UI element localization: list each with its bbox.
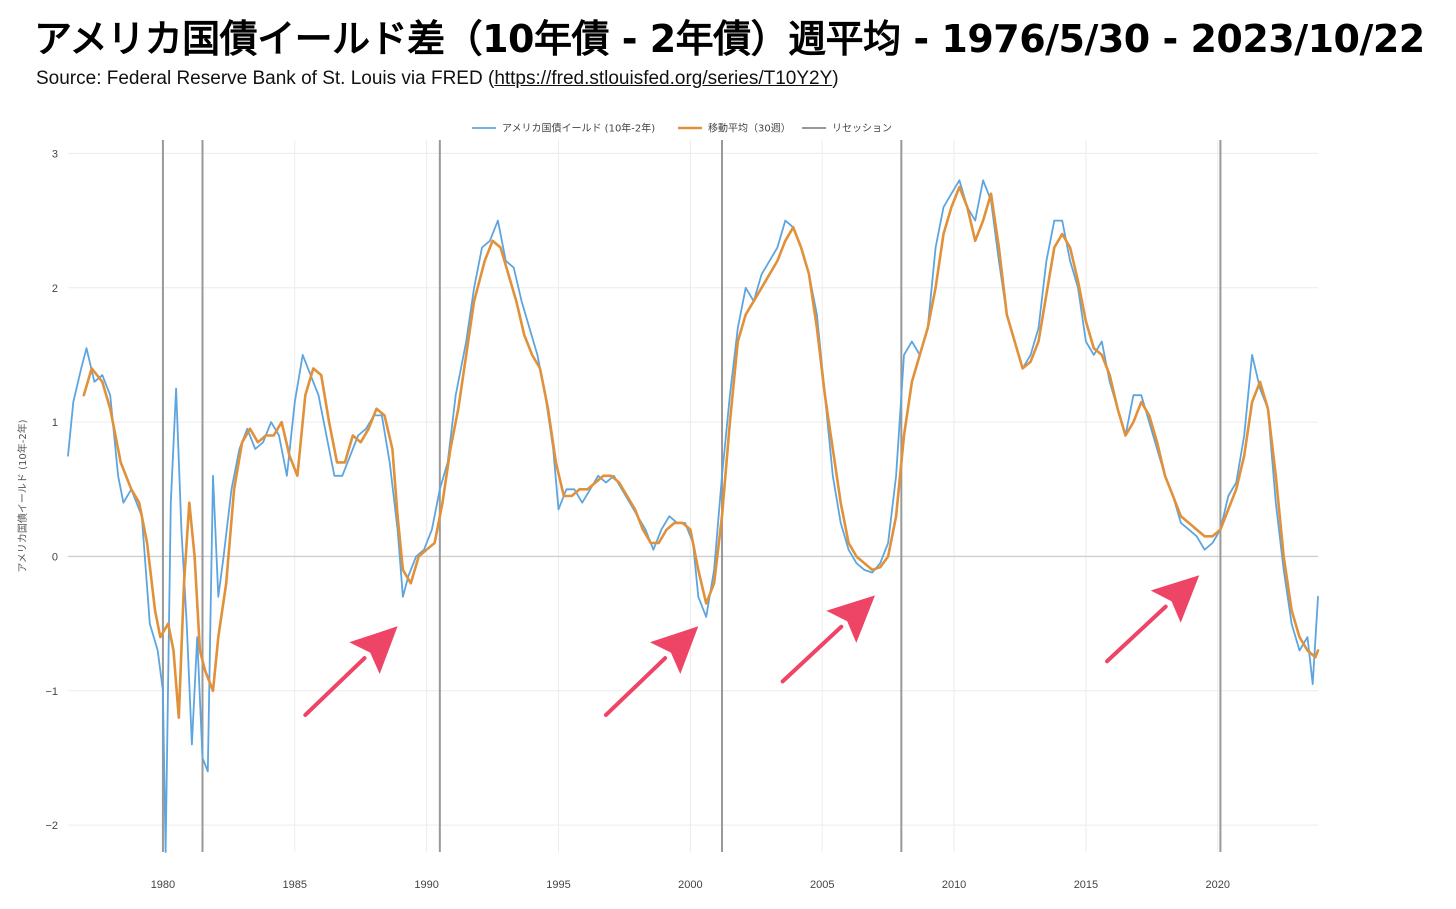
annotation-layer: [303, 575, 1200, 717]
y-tick-label: 3: [52, 148, 58, 160]
arrow-head: [1150, 575, 1200, 623]
legend-label: 移動平均（30週）: [708, 122, 791, 135]
y-tick-label: −1: [45, 686, 58, 698]
x-tick-label: 1990: [414, 879, 438, 891]
legend-label: リセッション: [832, 123, 892, 135]
highlight-arrow: [1105, 575, 1200, 664]
arrow-shaft: [303, 656, 367, 717]
arrow-shaft: [603, 656, 668, 717]
x-tick-label: 2020: [1206, 879, 1230, 891]
yield-spread-line: [67, 179, 1319, 853]
highlight-arrow: [303, 626, 398, 717]
x-tick-label: 1980: [151, 879, 175, 891]
grid-layer: [68, 140, 1318, 852]
x-tick-label: 1985: [283, 879, 307, 891]
x-tick-label: 2010: [942, 879, 966, 891]
legend-item: 移動平均（30週）: [678, 122, 791, 135]
x-tick-label: 2005: [810, 879, 834, 891]
arrow-shaft: [780, 624, 844, 684]
x-tick-label: 2000: [678, 879, 702, 891]
x-tick-label: 2015: [1074, 879, 1098, 891]
arrow-shaft: [1105, 604, 1168, 664]
source-prefix: Source: Federal Reserve Bank of St. Loui…: [36, 68, 495, 89]
y-tick-label: 2: [52, 283, 58, 295]
source-line: Source: Federal Reserve Bank of St. Loui…: [36, 68, 839, 90]
moving-average-line: [82, 185, 1320, 719]
page-title: アメリカ国債イールド差（10年債 - 2年債）週平均 - 1976/5/30 -…: [34, 17, 1425, 61]
arrow-head: [649, 626, 699, 674]
legend: アメリカ国債イールド (10年-2年) 移動平均（30週） リセッション: [472, 122, 892, 135]
y-tick-label: 0: [52, 551, 58, 563]
recession-layer: [161, 140, 1222, 852]
y-tick-label: −2: [45, 820, 58, 832]
series-layer: [67, 179, 1320, 853]
axis-layer: 1980 1985 1990 1995 2000 2005 2010 2015 2020 −2 −1…: [45, 148, 1230, 891]
legend-item: リセッション: [802, 123, 892, 135]
legend-item: アメリカ国債イールド (10年-2年): [472, 122, 655, 135]
source-suffix: ): [832, 68, 839, 89]
x-tick-label: 1995: [546, 879, 570, 891]
arrow-head: [826, 595, 875, 643]
arrow-head: [349, 626, 398, 674]
source-link[interactable]: https://fred.stlouisfed.org/series/T10Y2…: [494, 68, 833, 89]
y-axis-label: アメリカ国債イールド (10年-2年): [16, 419, 29, 572]
highlight-arrow: [603, 626, 699, 717]
y-tick-label: 1: [52, 417, 58, 429]
legend-label: アメリカ国債イールド (10年-2年): [502, 122, 655, 135]
highlight-arrow: [780, 595, 875, 684]
